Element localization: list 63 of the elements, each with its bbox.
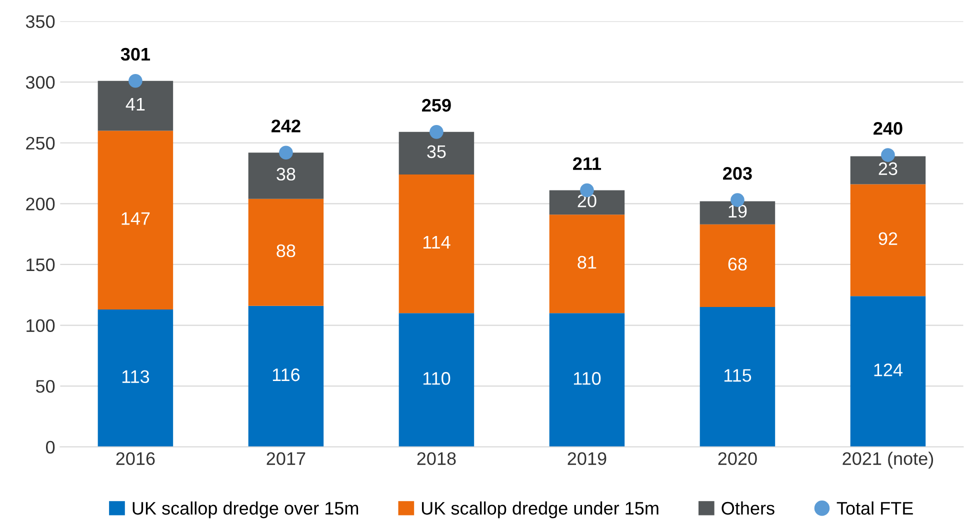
x-tick-label: 2016: [116, 452, 155, 466]
bar: [98, 130, 174, 310]
y-tick-label: 300: [26, 76, 55, 89]
data-label: 211: [573, 157, 602, 170]
bar: [700, 224, 776, 308]
data-label: 240: [874, 122, 902, 135]
y-tick-label: 100: [26, 319, 55, 332]
data-label: 81: [578, 256, 596, 269]
data-label: 35: [427, 145, 446, 158]
data-label: 114: [423, 236, 450, 248]
data-label: 203: [723, 167, 752, 180]
legend-label: UK scallop dredge under 15m: [422, 501, 658, 518]
data-label: 110: [574, 372, 601, 385]
x-tick-label: 2021 (note): [842, 452, 934, 469]
bar: [398, 174, 474, 314]
data-label: 19: [728, 204, 747, 218]
bar: [248, 306, 324, 447]
point: [128, 74, 142, 88]
point: [430, 125, 444, 139]
bar: [549, 313, 625, 447]
bar: [549, 214, 625, 314]
bar: [248, 198, 324, 306]
data-label: 242: [272, 120, 300, 132]
data-label: 23: [878, 162, 898, 176]
data-label: 124: [874, 364, 903, 376]
bar: [98, 309, 174, 447]
y-tick-label: 200: [26, 198, 55, 210]
bar: [700, 201, 776, 224]
legend-label: Total FTE: [836, 501, 913, 515]
bar: [700, 307, 776, 447]
data-label: 68: [728, 258, 747, 271]
data-label: 116: [272, 368, 300, 382]
legend-label: Others: [722, 501, 774, 515]
x-tick-label: 2020: [718, 452, 757, 466]
y-tick-label: 0: [46, 440, 55, 454]
data-label: 115: [724, 369, 752, 382]
data-label: 92: [878, 232, 898, 246]
legend-label: UK scallop dredge over 15m: [132, 501, 358, 518]
bar: [398, 132, 474, 174]
y-tick-label: 250: [26, 136, 55, 150]
y-tick-label: 150: [26, 258, 55, 272]
data-label: 38: [276, 168, 296, 181]
y-tick-label: 350: [26, 15, 55, 28]
bar: [98, 80, 174, 131]
bar: [549, 190, 625, 215]
x-tick-label: 2017: [266, 452, 306, 466]
y-tick-label: 50: [36, 380, 55, 393]
data-label: 41: [126, 98, 145, 110]
x-tick-label: 2018: [417, 452, 456, 466]
data-label: 147: [122, 212, 150, 225]
data-label: 301: [120, 48, 150, 61]
data-label: 259: [422, 98, 451, 112]
bar: [850, 296, 926, 447]
point: [279, 146, 293, 160]
data-label: 110: [423, 372, 450, 385]
data-label: 113: [122, 370, 150, 384]
bar: [850, 184, 926, 296]
bar: [398, 313, 474, 447]
x-tick-label: 2019: [568, 452, 606, 466]
point: [881, 148, 895, 162]
bar: [850, 156, 926, 184]
data-label: 88: [276, 244, 296, 258]
bar: [248, 152, 324, 199]
